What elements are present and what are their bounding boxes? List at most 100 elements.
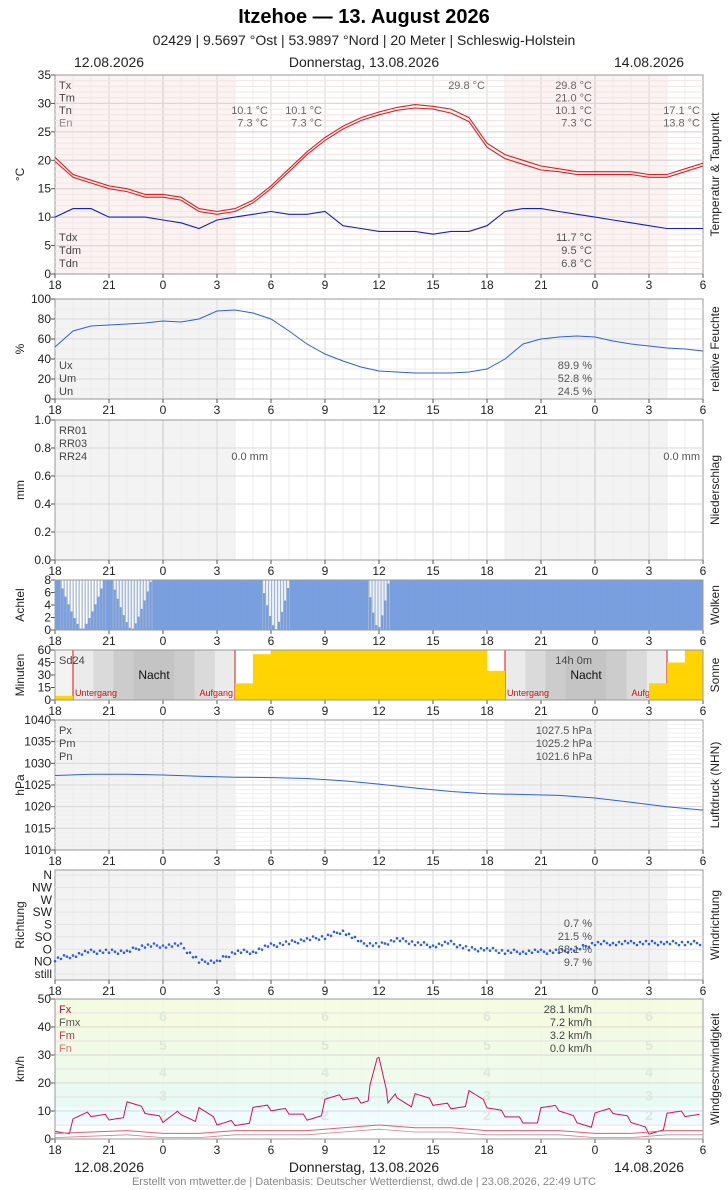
direction-point [419, 943, 423, 947]
direction-point [656, 943, 660, 947]
x-tick-label: 3 [214, 984, 221, 998]
direction-point [95, 952, 99, 956]
direction-point [476, 949, 480, 953]
direction-point [527, 949, 531, 953]
y-tick-label: 35 [38, 68, 52, 82]
y-tick-label: 20 [38, 372, 52, 386]
direction-point [227, 955, 231, 959]
direction-point [692, 939, 696, 943]
x-tick-label: 12 [372, 403, 386, 417]
x-tick-label: 12 [372, 984, 386, 998]
legend-value-Pn: 1021.6 hPa [536, 751, 593, 763]
direction-point [605, 941, 609, 945]
x-tick-label: 9 [322, 854, 329, 868]
night-gradient [586, 650, 607, 700]
direction-point [92, 950, 96, 954]
x-tick-label: 21 [102, 984, 116, 998]
direction-point [224, 955, 228, 958]
direction-point [518, 952, 522, 956]
direction-point [497, 951, 501, 955]
x-tick-label: 0 [592, 403, 599, 417]
x-tick-label: 3 [214, 403, 221, 417]
cloud-gap-bar [378, 580, 381, 628]
sunshine-bar [649, 683, 667, 700]
direction-point [449, 939, 453, 943]
direction-point [86, 951, 90, 954]
x-tick-label: 18 [48, 984, 62, 998]
legend-key-Tdx: Tdx [59, 232, 78, 244]
precip-total-day1: 0.0 mm [231, 451, 268, 463]
x-tick-label: 12 [372, 1143, 386, 1157]
direction-point [674, 941, 678, 945]
direction-share: 68.1 % [558, 944, 592, 956]
x-tick-label: 3 [646, 634, 653, 648]
x-tick-label: 6 [700, 564, 707, 578]
direction-point [59, 957, 63, 961]
side-label-humidity: relative Feuchte [708, 306, 722, 392]
direction-point [62, 954, 66, 957]
x-tick-label: 3 [646, 704, 653, 718]
legend-key-Tdm: Tdm [59, 245, 81, 257]
sunshine-bar [55, 695, 73, 700]
direction-point [380, 941, 384, 944]
legend-value-Tdm: 9.5 °C [561, 245, 592, 257]
beaufort-label: 6 [483, 1008, 491, 1024]
x-tick-label: 21 [102, 403, 116, 417]
direction-point [344, 933, 348, 937]
y-axis-label-precipitation: mm [13, 480, 27, 500]
legend-key-En: En [59, 118, 72, 130]
direction-point [179, 942, 183, 945]
x-tick-label: 9 [322, 634, 329, 648]
direction-point [248, 952, 252, 956]
x-tick-label: 0 [592, 984, 599, 998]
legend-key-Pm: Pm [59, 738, 76, 750]
x-tick-label: 9 [322, 403, 329, 417]
direction-point [455, 945, 459, 949]
x-tick-label: 15 [426, 564, 440, 578]
cloud-gap-bar [369, 580, 372, 598]
side-label-wind_direction: Windrichtung [708, 890, 722, 960]
x-tick-label: 3 [214, 854, 221, 868]
legend-value: 17.1 °C [663, 105, 700, 117]
direction-point [362, 942, 366, 945]
direction-point [218, 959, 222, 963]
x-tick-label: 18 [480, 403, 494, 417]
legend-value-Pm: 1025.2 hPa [536, 738, 593, 750]
cloud-gap-bar [61, 580, 64, 589]
y-tick-label: 6 [44, 586, 51, 600]
direction-point [395, 937, 399, 940]
legend-value: 21.0 °C [555, 93, 592, 105]
y-tick-label: 30 [38, 1048, 52, 1062]
series-Fx [54, 1056, 700, 1135]
y-tick-label: 5 [44, 239, 51, 253]
direction-point [620, 942, 624, 946]
x-tick-label: 21 [102, 634, 116, 648]
direction-point [275, 945, 279, 948]
direction-point [107, 951, 111, 955]
direction-point [230, 951, 234, 954]
date-right-bottom: 14.08.2026 [614, 1159, 685, 1175]
legend-key-Fm: Fm [59, 1030, 75, 1042]
direction-point [560, 948, 564, 951]
direction-point [134, 947, 138, 950]
direction-point [245, 950, 249, 954]
date-center-top: Donnerstag, 13.08.2026 [288, 54, 440, 70]
direction-point [470, 945, 474, 949]
x-tick-label: 21 [102, 854, 116, 868]
direction-point [317, 938, 321, 941]
cloud-gap-bar [79, 580, 82, 629]
night-gradient [626, 650, 648, 700]
direction-point [407, 942, 411, 946]
direction-point [563, 949, 567, 953]
date-center-bottom: Donnerstag, 13.08.2026 [288, 1159, 440, 1175]
sunshine-bar [469, 650, 487, 700]
direction-point [182, 946, 186, 950]
beaufort-label: 3 [321, 1088, 329, 1104]
y-tick-label: 40 [38, 352, 52, 366]
direction-point [77, 951, 81, 955]
direction-point [125, 949, 129, 953]
direction-point [239, 951, 243, 955]
night-gradient [93, 650, 114, 700]
